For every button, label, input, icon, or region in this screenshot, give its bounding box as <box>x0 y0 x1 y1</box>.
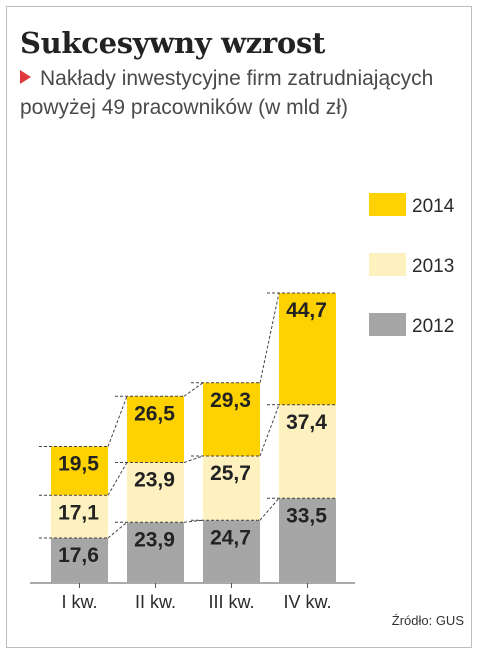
bar-2014-2 <box>127 396 184 463</box>
value-label-2013-4: 37,4 <box>286 411 327 434</box>
legend-label-2012: 2012 <box>412 316 454 337</box>
value-label-2013-2: 23,9 <box>134 469 175 492</box>
connector-line-2014-1 <box>107 396 128 447</box>
legend-label-2014: 2014 <box>412 196 455 217</box>
chart-frame <box>6 6 472 648</box>
bar-2013-4 <box>279 404 336 499</box>
value-label-2013-3: 25,7 <box>210 462 251 485</box>
bar-2013-2 <box>127 462 184 523</box>
bar-2014-1 <box>51 446 108 496</box>
value-label-2012-2: 23,9 <box>134 528 175 551</box>
value-label-2013-1: 17,1 <box>58 501 99 524</box>
value-label-2012-1: 17,6 <box>58 544 99 567</box>
x-tick-label-1: I kw. <box>61 592 97 612</box>
x-tick-label-3: III kw. <box>208 592 254 612</box>
bar-2012-2 <box>127 522 184 582</box>
bar-2012-3 <box>203 520 260 582</box>
connector-line-2013-3 <box>259 404 280 457</box>
value-label-2012-3: 24,7 <box>210 526 251 549</box>
red-triangle-icon <box>20 70 31 84</box>
x-tick-label-4: IV kw. <box>283 592 331 612</box>
value-label-2014-1: 19,5 <box>58 453 99 476</box>
bar-2014-4 <box>279 293 336 405</box>
legend-label-2013: 2013 <box>412 256 454 277</box>
connector-line-2014-2 <box>183 382 204 397</box>
legend-swatch-2014 <box>369 193 406 216</box>
bar-2012-1 <box>51 538 108 582</box>
connector-line-2012-3 <box>259 497 280 521</box>
connector-line-2012-1 <box>107 521 128 539</box>
value-label-2014-4: 44,7 <box>286 299 327 322</box>
connector-line-2013-2 <box>183 455 204 463</box>
value-label-2012-4: 33,5 <box>286 504 327 527</box>
value-label-2014-2: 26,5 <box>134 402 175 425</box>
chart-subtitle: Nakłady inwestycyjne firm zatrudniającyc… <box>20 64 475 122</box>
bar-2013-1 <box>51 495 108 538</box>
bar-2012-4 <box>279 498 336 582</box>
chart-title: Sukcesywny wzrost <box>20 26 326 60</box>
bar-2014-3 <box>203 382 260 456</box>
connector-line-2013-1 <box>107 462 128 496</box>
connector-line-2014-3 <box>259 292 280 383</box>
legend-swatch-2012 <box>369 313 406 336</box>
x-tick-label-2: II kw. <box>135 592 176 612</box>
value-label-2014-3: 29,3 <box>210 389 251 412</box>
bar-2013-3 <box>203 456 260 521</box>
subtitle-text: Nakłady inwestycyjne firm zatrudniającyc… <box>20 67 434 119</box>
connector-line-2012-2 <box>183 519 204 523</box>
source-note: Źródło: GUS <box>391 613 464 628</box>
legend-swatch-2013 <box>369 253 406 276</box>
